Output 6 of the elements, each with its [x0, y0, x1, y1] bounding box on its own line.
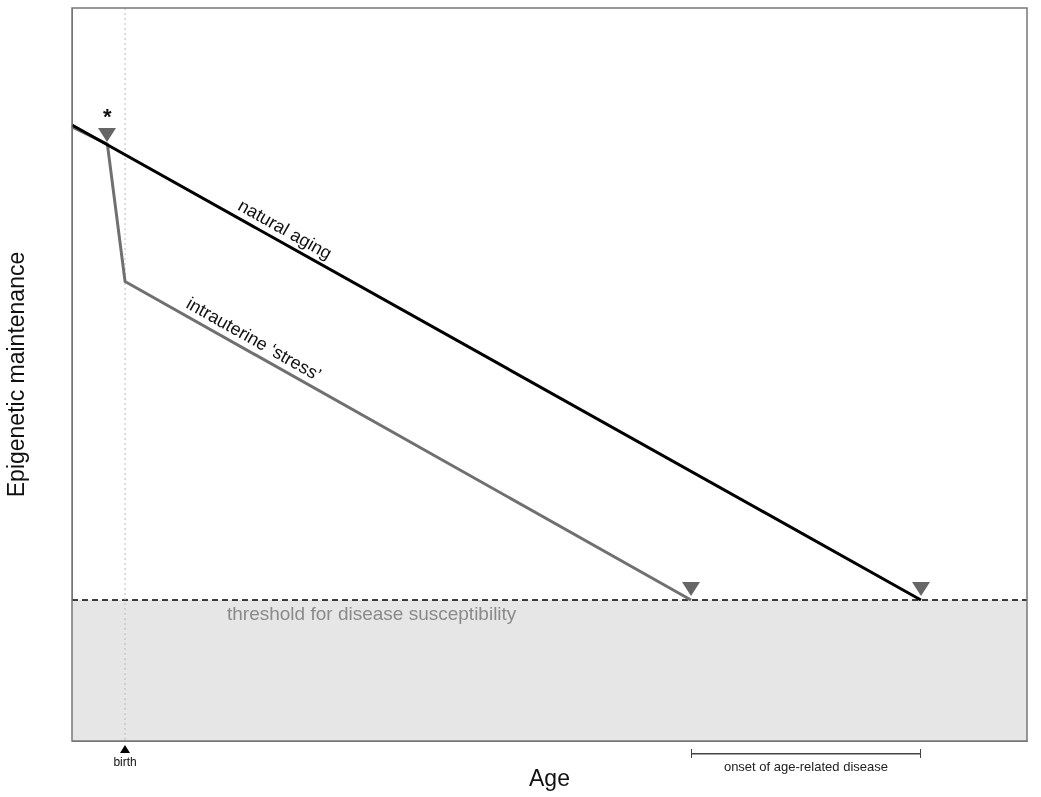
text: onset of age-related disease — [723, 759, 888, 775]
ref-line-label: threshold for disease susceptibility — [227, 602, 517, 624]
annotation: * — [103, 104, 113, 130]
x-axis-title: Age — [529, 764, 570, 791]
text: birth — [113, 755, 137, 770]
y-axis-title: Epigenetic maintenance — [3, 251, 30, 498]
